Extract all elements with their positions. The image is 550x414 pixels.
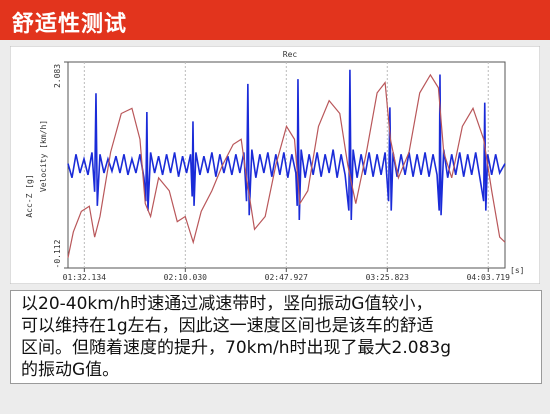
- y-tick-label: -0.112: [53, 239, 62, 268]
- y-tick-label: 2.083: [53, 64, 62, 88]
- header-title: 舒适性测试: [12, 12, 128, 37]
- caption-line: 以20-40km/h时速通过减速带时，竖向振动G值较小，: [21, 294, 433, 314]
- y2-axis-label: Velocity [km/h]: [39, 120, 48, 192]
- x-tick-label: 04:03.719: [467, 273, 511, 282]
- x-tick-label: 02:10.030: [164, 273, 208, 282]
- series-line: [67, 69, 506, 220]
- x-tick-label: 02:47.927: [265, 273, 309, 282]
- caption-line: 的振动G值。: [21, 360, 120, 380]
- x-axis-label: [s]: [510, 266, 524, 275]
- x-tick-label: 03:25.823: [366, 273, 410, 282]
- caption-line: 可以维持在1g左右，因此这一速度区间也是该车的舒适: [21, 316, 434, 336]
- y-axis-label: Acc-Z [g]: [25, 174, 34, 217]
- series-line: [67, 73, 506, 258]
- caption: 以20-40km/h时速通过减速带时，竖向振动G值较小， 可以维持在1g左右，因此…: [10, 290, 542, 384]
- chart: Rec Acc-Z [g] Velocity [km/h] [s] 01:32.…: [10, 46, 540, 284]
- header: 舒适性测试: [0, 0, 550, 40]
- chart-title: Rec: [283, 50, 298, 59]
- caption-line: 区间。但随着速度的提升，70km/h时出现了最大2.083g: [21, 338, 451, 358]
- x-tick-label: 01:32.134: [63, 273, 107, 282]
